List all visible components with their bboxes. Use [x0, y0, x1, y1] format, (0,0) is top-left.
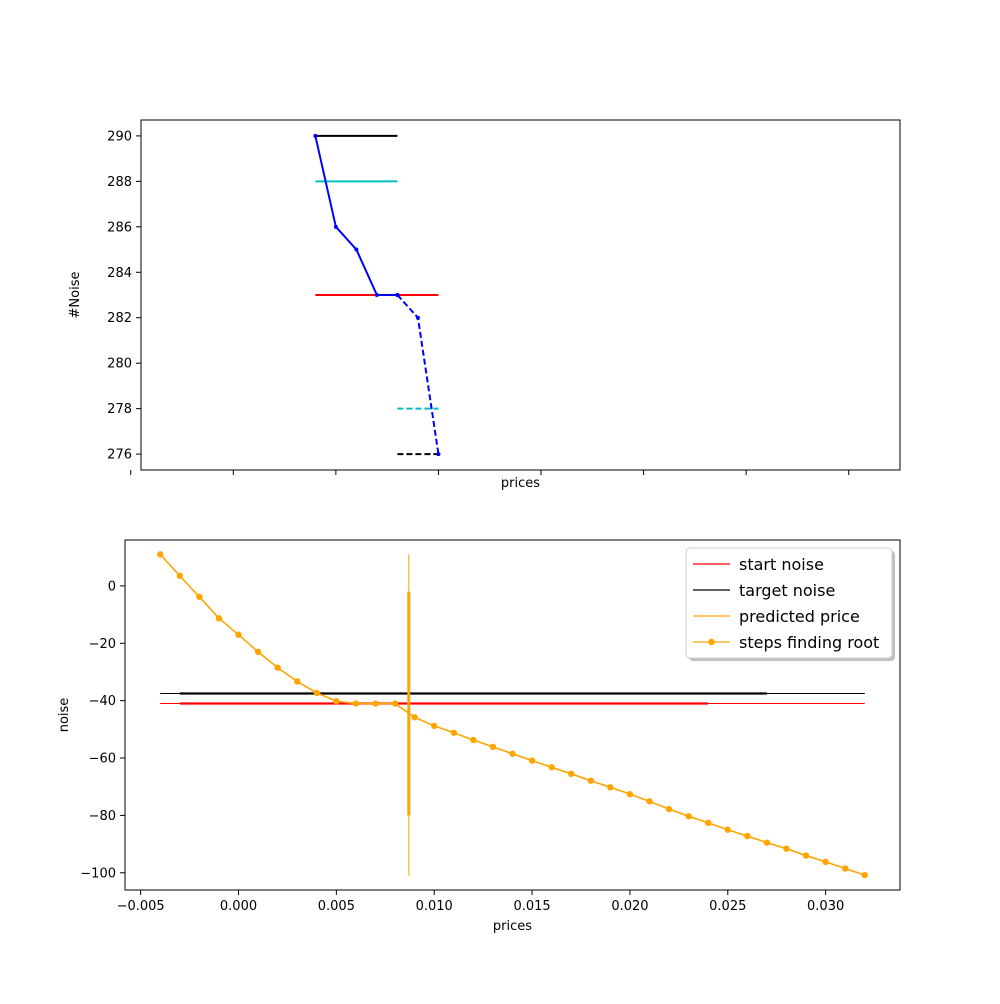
- step-marker: [372, 700, 379, 707]
- step-marker: [294, 678, 301, 685]
- step-marker: [509, 750, 516, 757]
- step-marker: [548, 764, 555, 771]
- y-axis-label: #Noise: [68, 272, 83, 319]
- y-tick-label: 0: [108, 579, 116, 594]
- step-marker: [528, 757, 536, 764]
- step-marker: [176, 572, 183, 580]
- step-marker: [568, 770, 575, 778]
- step-marker: [861, 871, 868, 879]
- legend-label: steps finding root: [739, 633, 879, 652]
- step-marker: [705, 819, 712, 827]
- y-tick-label: 286: [107, 220, 132, 235]
- legend-label: start noise: [739, 555, 824, 574]
- step-marker: [822, 858, 829, 866]
- x-tick-label: 0.025: [709, 899, 746, 914]
- axes-2: −0.005 0.000 0.005 0.010 0.015 0.020 0.025 0.03…: [57, 539, 901, 934]
- y-tick-label: 278: [107, 402, 132, 417]
- y-tick-label: −100: [80, 866, 116, 881]
- step-marker: [254, 648, 262, 656]
- data-point: [415, 315, 420, 320]
- step-marker: [431, 722, 438, 730]
- axes-1: 276 278 280 282 284 286 288 290 prices #Noise: [68, 119, 901, 491]
- data-point: [354, 247, 359, 252]
- y-tick-label: −80: [89, 809, 116, 824]
- step-marker: [274, 664, 281, 671]
- step-marker: [450, 729, 457, 736]
- step-marker: [665, 805, 673, 813]
- step-marker: [313, 689, 320, 697]
- step-marker: [685, 813, 692, 820]
- step-marker: [626, 790, 634, 798]
- step-marker: [842, 865, 849, 872]
- x-tick-label: 0.005: [318, 899, 355, 914]
- legend-label: target noise: [739, 581, 835, 600]
- y-tick-label: 276: [107, 448, 132, 463]
- step-marker: [333, 698, 340, 705]
- step-marker: [411, 714, 418, 721]
- legend-box: [685, 547, 893, 659]
- step-marker: [587, 777, 594, 784]
- step-marker: [391, 700, 399, 707]
- y-tick-label: 288: [107, 175, 132, 190]
- step-marker: [489, 743, 497, 751]
- legend-label: predicted price: [739, 607, 860, 626]
- series-line-1: [314, 135, 398, 296]
- data-point: [313, 133, 318, 138]
- x-tick-label: 0.000: [220, 899, 257, 914]
- step-marker: [235, 631, 242, 638]
- legend: start noise target noise predicted price st…: [685, 547, 895, 661]
- plot-area: [313, 133, 441, 457]
- step-marker: [724, 826, 731, 833]
- y-tick-label: 284: [107, 266, 132, 281]
- data-point: [333, 224, 338, 229]
- x-tick-label: −0.005: [117, 899, 165, 914]
- step-marker: [215, 615, 223, 622]
- step-marker: [470, 736, 477, 744]
- x-axis-label: prices: [493, 919, 532, 934]
- x-tick-label: 0.030: [807, 899, 844, 914]
- y-tick-label: −40: [89, 694, 116, 709]
- legend-marker: [708, 638, 715, 646]
- step-marker: [157, 551, 164, 558]
- step-marker: [744, 832, 751, 840]
- data-point: [436, 452, 441, 457]
- y-tick-label: −60: [89, 752, 116, 767]
- x-tick-label: 0.020: [611, 899, 648, 914]
- y-tick-label: 282: [107, 311, 132, 326]
- x-tick-label: 0.015: [513, 899, 550, 914]
- data-point: [395, 293, 400, 297]
- y-tick-label: 280: [107, 357, 132, 372]
- step-marker: [646, 798, 653, 805]
- axes-frame: [124, 539, 901, 891]
- y-tick-label: 290: [107, 129, 132, 144]
- plot-area: [157, 551, 868, 879]
- step-marker: [763, 839, 771, 846]
- step-marker: [802, 852, 810, 859]
- axes-frame: [140, 119, 901, 471]
- step-marker: [783, 845, 790, 852]
- x-axis-label: prices: [501, 476, 540, 491]
- data-point: [374, 293, 379, 297]
- y-tick-label: −20: [89, 637, 116, 652]
- y-axis-label: noise: [57, 698, 72, 733]
- x-tick-label: 0.010: [416, 899, 453, 914]
- step-marker: [196, 593, 203, 601]
- step-marker: [607, 784, 614, 791]
- step-marker: [352, 700, 360, 707]
